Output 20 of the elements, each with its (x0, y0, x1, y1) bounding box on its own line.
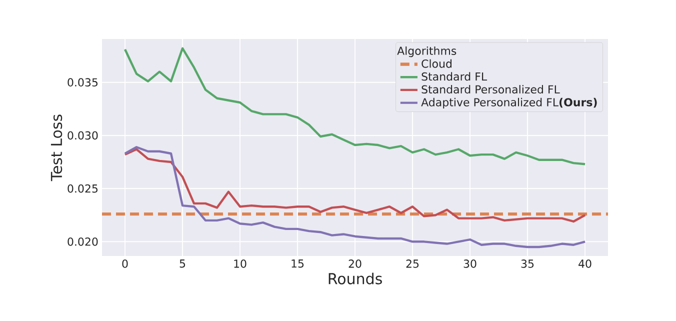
legend-label: Cloud (422, 59, 452, 68)
y-tick-label: 0.030 (68, 131, 98, 140)
legend-title: Algorithms (397, 46, 456, 58)
x-axis-title: Rounds (328, 272, 382, 284)
y-tick-label: 0.035 (68, 78, 98, 86)
x-tick-label: 40 (578, 260, 592, 268)
x-tick-label: 15 (292, 260, 304, 268)
x-tick-label: 25 (406, 260, 419, 268)
legend-label: Standard Personalized FL (422, 85, 560, 94)
x-tick-label: 35 (521, 260, 534, 268)
x-tick-label: 10 (234, 260, 246, 268)
y-axis-title: Test Loss (50, 114, 62, 182)
legend-label: Standard FL (422, 72, 488, 81)
y-tick-label: 0.025 (68, 184, 98, 193)
legend-label: Adaptive Personalized FL(Ours) (421, 98, 597, 109)
x-tick-label: 30 (464, 260, 476, 268)
y-tick-label: 0.020 (68, 238, 98, 246)
x-tick-label: 5 (180, 260, 186, 268)
x-tick-label: 0 (122, 260, 128, 268)
x-tick-label: 20 (348, 260, 362, 268)
